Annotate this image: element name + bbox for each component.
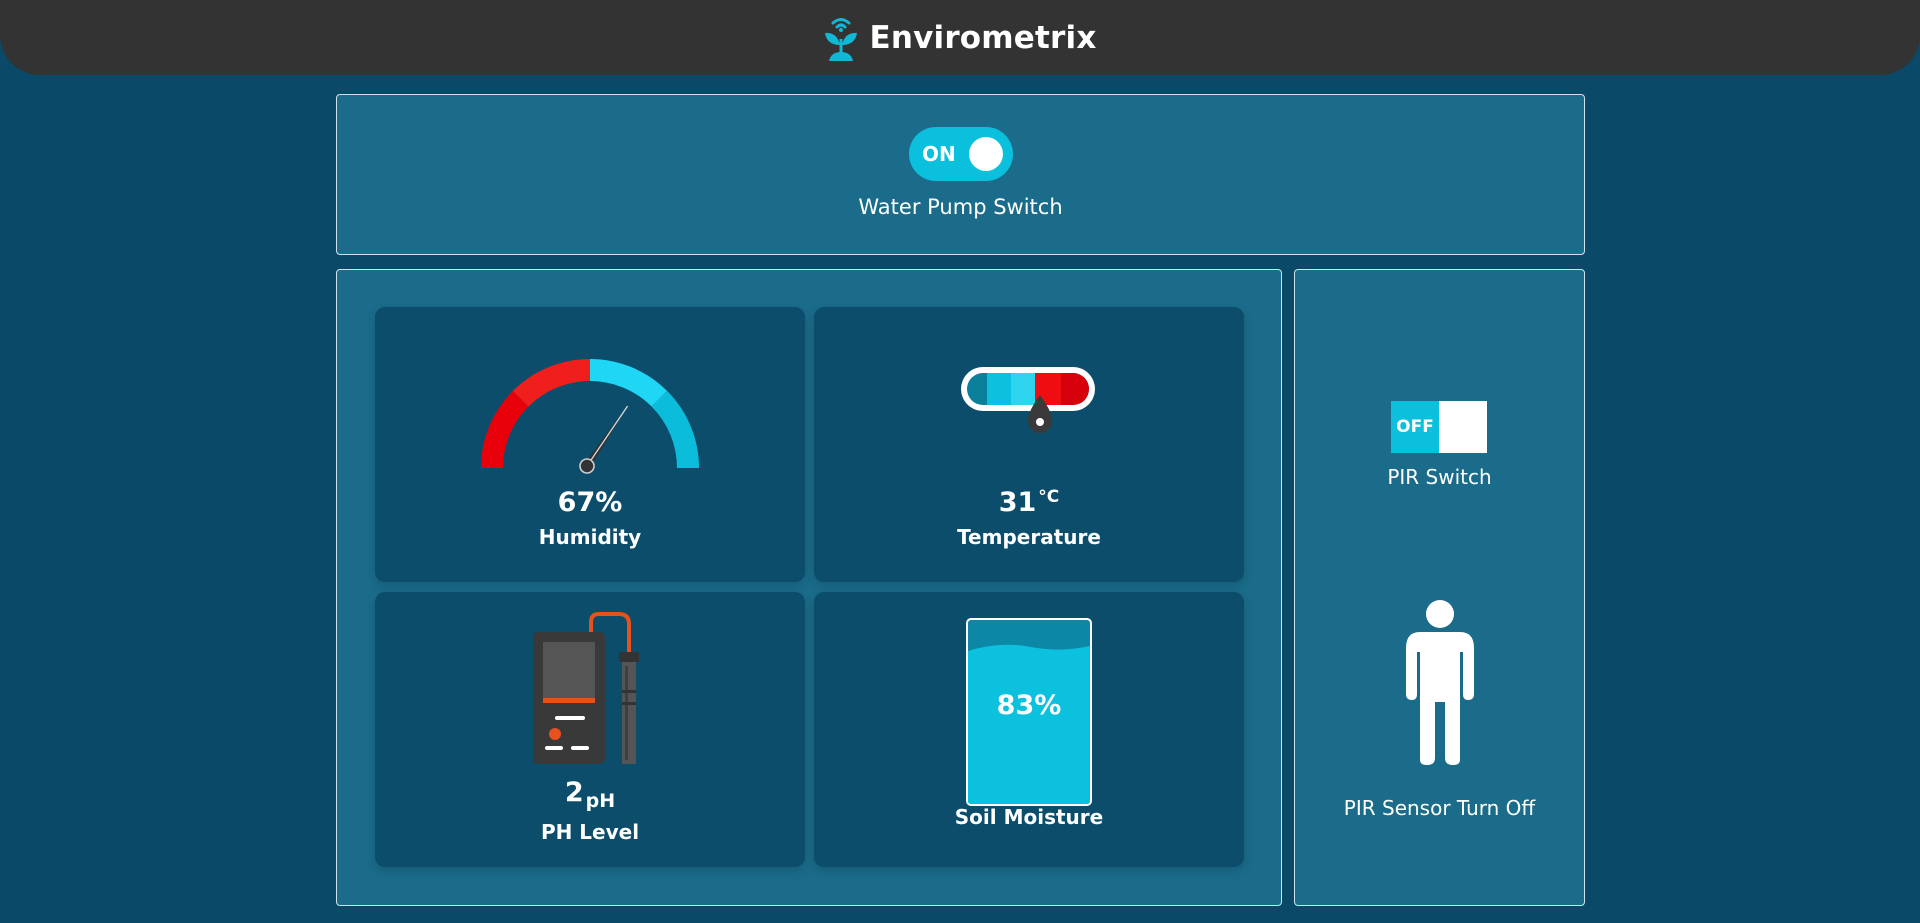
pump-panel: ON Water Pump Switch [336, 94, 1585, 255]
ph-value: 2 pH [375, 777, 805, 812]
ph-unit: pH [585, 790, 616, 812]
tank-fill [968, 645, 1090, 804]
ph-meter-icon [533, 612, 639, 764]
pir-toggle[interactable]: OFF [1391, 401, 1487, 453]
tank-wave [968, 645, 1090, 668]
app-title: Envirometrix [869, 19, 1097, 56]
ph-label: PH Level [540, 820, 640, 844]
pir-panel: OFF PIR Switch PIR Sensor Turn Off [1294, 269, 1585, 906]
water-pump-toggle-text: ON [922, 142, 956, 166]
toggle-knob [969, 137, 1003, 171]
temperature-value: 31 °C [814, 487, 1244, 518]
pir-switch-label: PIR Switch [1387, 465, 1492, 489]
temperature-unit: °C [1038, 487, 1060, 507]
temperature-card: 31 °C Temperature [814, 307, 1244, 582]
person-icon [1406, 600, 1474, 765]
pir-status-text: PIR Sensor Turn Off [1343, 796, 1536, 820]
temperature-number: 31 [998, 487, 1037, 518]
soil-moisture-label: Soil Moisture [954, 805, 1104, 829]
plant-wifi-icon [825, 17, 858, 61]
humidity-card: 67% Humidity [375, 307, 805, 582]
brand: Envirometrix [823, 15, 1096, 61]
humidity-value: 67% [557, 487, 623, 518]
water-pump-label: Water Pump Switch [858, 195, 1063, 219]
humidity-label: Humidity [538, 525, 642, 549]
temperature-label: Temperature [957, 525, 1101, 549]
soil-moisture-value: 83% [996, 690, 1062, 721]
soil-moisture-card: 83% Soil Moisture [814, 592, 1244, 867]
water-pump-toggle[interactable]: ON [909, 127, 1013, 181]
ph-card: 2 pH PH Level [375, 592, 805, 867]
water-tank-icon: 83% [966, 618, 1092, 806]
ph-number: 2 [564, 777, 584, 808]
gauge-icon [481, 359, 699, 474]
app-header: Envirometrix [0, 0, 1920, 75]
toggle-knob [1439, 401, 1487, 453]
pir-toggle-text: OFF [1391, 401, 1439, 453]
sensors-panel: 67% Humidity 31 °C Temperature [336, 269, 1282, 906]
thermometer-icon [961, 367, 1095, 433]
